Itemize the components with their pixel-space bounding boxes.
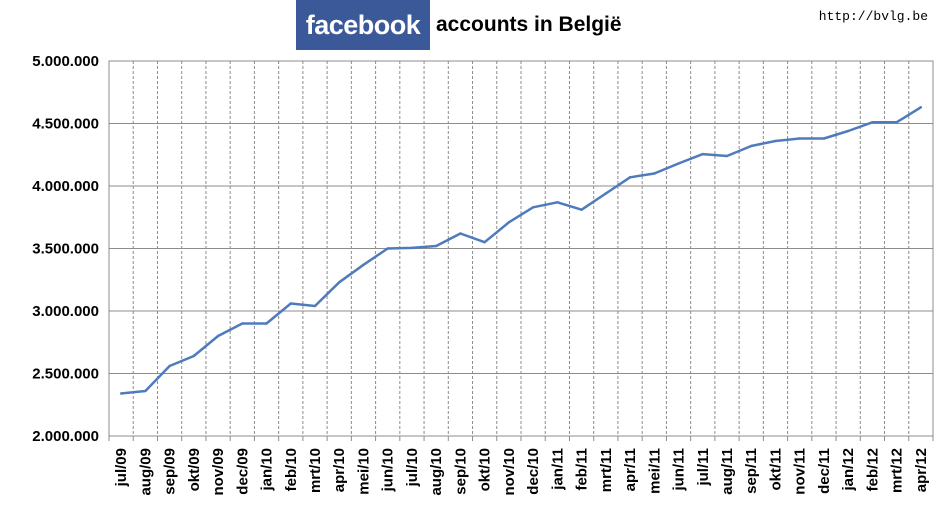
y-tick-label: 4.500.000: [32, 116, 99, 133]
data-point: [338, 281, 341, 284]
x-tick-label: jul/10: [404, 448, 421, 487]
data-point: [434, 244, 438, 248]
data-point: [653, 172, 656, 175]
data-point: [822, 137, 826, 140]
y-tick-label: 2.500.000: [32, 366, 99, 383]
x-tick-label: jan/12: [840, 448, 857, 492]
data-point: [265, 322, 268, 325]
x-tick-label: sep/09: [162, 448, 179, 495]
chart-header: facebook accounts in België: [296, 0, 622, 50]
data-point: [459, 232, 462, 235]
chart-title: accounts in België: [436, 13, 622, 36]
data-point: [701, 152, 704, 156]
x-tick-label: jan/11: [549, 448, 566, 491]
x-tick-label: mei/10: [355, 448, 372, 495]
data-point: [846, 129, 850, 133]
x-tick-label: mei/11: [646, 448, 663, 494]
x-tick-label: jun/10: [380, 448, 397, 492]
x-tick-label: feb/11: [574, 448, 591, 491]
data-point: [483, 241, 486, 244]
x-tick-label: dec/10: [525, 448, 542, 495]
data-point: [216, 334, 220, 338]
data-point: [919, 106, 923, 109]
y-tick-label: 3.500.000: [32, 241, 99, 258]
x-tick-label: nov/10: [501, 448, 518, 496]
data-point: [750, 144, 753, 148]
x-tick-label: nov/11: [792, 448, 809, 495]
data-point: [386, 247, 389, 250]
x-tick-label: mrt/11: [598, 448, 615, 492]
data-point: [531, 206, 535, 209]
x-tick-label: apr/12: [913, 448, 930, 492]
x-tick-label: feb/10: [283, 448, 300, 491]
data-point: [677, 162, 680, 165]
facebook-logo: facebook: [296, 0, 430, 50]
x-tick-label: sep/10: [452, 448, 469, 495]
x-tick-label: dec/11: [816, 448, 833, 494]
data-point: [192, 354, 196, 358]
data-point: [725, 154, 729, 158]
y-tick-label: 4.000.000: [32, 178, 99, 195]
data-point: [895, 121, 898, 124]
x-tick-label: aug/10: [428, 448, 445, 496]
data-point: [362, 263, 365, 266]
x-tick-label: jun/11: [671, 448, 688, 492]
x-tick-label: mrt/10: [307, 448, 324, 493]
y-tick-label: 2.000.000: [32, 428, 99, 445]
x-tick-label: okt/10: [477, 448, 494, 491]
data-point: [168, 364, 171, 368]
data-point: [144, 389, 147, 393]
data-point: [604, 192, 608, 195]
x-tick-label: sep/11: [743, 448, 760, 494]
data-point: [871, 121, 874, 124]
x-tick-label: aug/09: [137, 448, 154, 496]
y-tick-label: 3.000.000: [32, 303, 99, 320]
x-tick-label: apr/10: [331, 448, 348, 492]
series-line: [120, 106, 922, 395]
data-point: [556, 201, 559, 204]
x-tick-label: okt/09: [186, 448, 203, 491]
data-point: [507, 221, 511, 224]
data-point: [313, 304, 317, 308]
y-tick-label: 5.000.000: [32, 53, 99, 70]
x-tick-label: apr/11: [622, 448, 639, 491]
data-point: [410, 246, 414, 250]
x-tick-label: feb/12: [864, 448, 881, 491]
data-point: [774, 139, 777, 143]
x-tick-label: jul/09: [113, 448, 130, 487]
x-tick-label: nov/09: [210, 448, 227, 496]
x-tick-label: jul/11: [695, 448, 712, 487]
data-point: [241, 322, 244, 325]
x-tick-label: aug/11: [719, 448, 736, 495]
x-tick-label: mrt/12: [889, 448, 906, 493]
x-tick-label: okt/11: [767, 448, 784, 491]
data-point: [119, 392, 123, 395]
data-point: [628, 176, 632, 179]
data-point: [289, 302, 292, 305]
data-point: [798, 137, 801, 140]
x-tick-label: dec/09: [234, 448, 251, 495]
source-url[interactable]: http://bvlg.be: [818, 9, 928, 24]
x-tick-label: jan/10: [259, 448, 276, 492]
data-point: [580, 208, 583, 211]
